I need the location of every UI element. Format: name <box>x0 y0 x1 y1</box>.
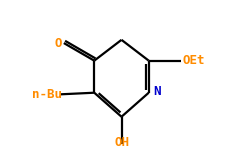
Text: N: N <box>154 85 161 98</box>
Text: O: O <box>55 37 62 50</box>
Text: OH: OH <box>114 136 129 149</box>
Text: OEt: OEt <box>182 54 205 67</box>
Text: n-Bu: n-Bu <box>32 88 62 101</box>
